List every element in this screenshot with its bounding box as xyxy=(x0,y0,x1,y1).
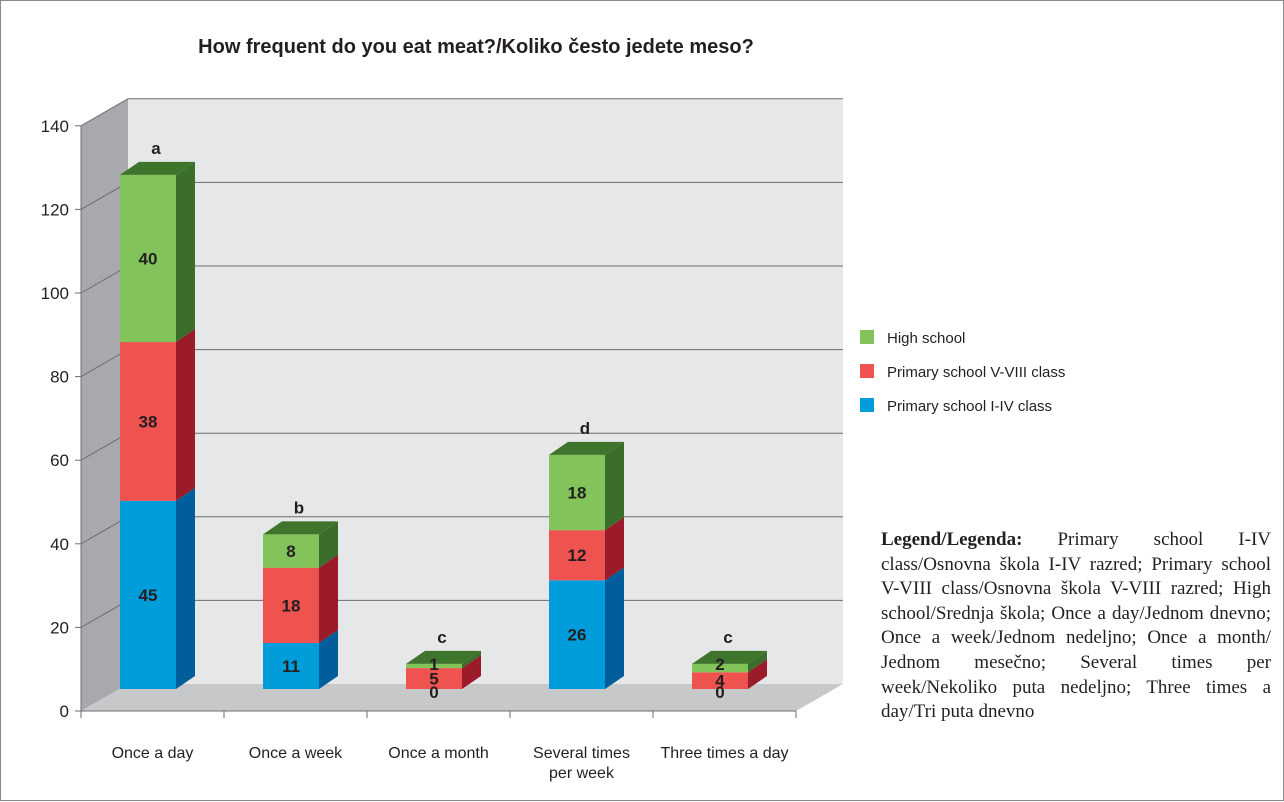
plot-walls xyxy=(81,98,843,712)
bar-front xyxy=(263,643,319,689)
legend-swatch xyxy=(860,398,874,412)
bar-top xyxy=(406,650,481,664)
bar-side xyxy=(605,441,624,531)
bar-top xyxy=(692,650,767,664)
bar-side xyxy=(176,161,195,343)
y-tick-label: 60 xyxy=(50,451,69,470)
data-label: 38 xyxy=(139,412,158,431)
group-letter: c xyxy=(437,628,446,647)
bar-side xyxy=(176,487,195,689)
floor xyxy=(81,684,843,711)
data-label: 5 xyxy=(429,670,438,689)
bar-side xyxy=(319,554,338,644)
bar-front xyxy=(406,668,462,689)
legend-swatch xyxy=(860,364,874,378)
data-label: 8 xyxy=(286,542,295,561)
data-label: 2 xyxy=(715,655,724,674)
bar-side xyxy=(319,630,338,689)
y-tick-label: 40 xyxy=(50,535,69,554)
y-tick-label: 140 xyxy=(41,117,69,136)
bar-side xyxy=(462,650,481,669)
group-letter: b xyxy=(294,498,304,517)
data-label: 0 xyxy=(429,683,438,702)
legend-entry: Primary school V-VIII class xyxy=(887,364,1065,381)
data-label: 1 xyxy=(429,655,438,674)
gridline xyxy=(80,98,843,127)
bar-front xyxy=(692,672,748,689)
bar-side xyxy=(319,521,338,568)
legend-entry: High school xyxy=(887,330,965,347)
bar-front xyxy=(692,663,748,673)
x-tick-label: Three times a day xyxy=(660,745,788,762)
bar-front xyxy=(549,530,605,581)
x-tick-label: Once a month xyxy=(388,745,489,762)
bar-front xyxy=(263,534,319,568)
legend-entry: Primary school I-IV class xyxy=(887,398,1052,415)
chart-title: How frequent do you eat meat?/Koliko čes… xyxy=(198,36,754,58)
bar-front xyxy=(549,580,605,689)
x-tick-label: Once a day xyxy=(112,745,194,762)
data-label: 45 xyxy=(139,586,158,605)
y-tick-label: 120 xyxy=(41,200,69,219)
x-tick-label: per week xyxy=(549,765,615,782)
data-label: 12 xyxy=(568,546,587,565)
data-label: 26 xyxy=(568,626,587,645)
bar-side xyxy=(605,567,624,689)
back-wall xyxy=(128,98,843,685)
bar-side xyxy=(176,329,195,501)
bar-side xyxy=(748,650,767,673)
bar-front xyxy=(549,454,605,531)
data-label: 18 xyxy=(568,484,587,503)
group-letter: a xyxy=(151,139,161,158)
x-tick-label: Several times xyxy=(533,745,630,762)
group-letter: c xyxy=(723,628,732,647)
data-label: 0 xyxy=(715,683,724,702)
legend-note-text: Primary school I-IV class/Osnovna škola … xyxy=(881,529,1271,723)
y-tick-label: 20 xyxy=(50,618,69,637)
bar-top xyxy=(263,521,338,535)
x-tick-label: Once a week xyxy=(249,745,343,762)
bar-top xyxy=(120,161,195,175)
bar-side xyxy=(462,655,481,689)
bar-top xyxy=(549,441,624,455)
legend-swatch xyxy=(860,330,874,344)
bar-front xyxy=(120,174,176,343)
y-tick-label: 0 xyxy=(60,702,69,721)
legend-note-label: Legend/Legenda: xyxy=(881,529,1023,550)
bar-front xyxy=(263,567,319,644)
legend: High school Primary school V-VIII class Pr… xyxy=(860,330,1065,415)
bar-front xyxy=(120,342,176,501)
legend-note: Legend/Legenda: Primary school I-IV clas… xyxy=(881,528,1271,725)
side-wall xyxy=(81,98,128,712)
bar-side xyxy=(605,517,624,581)
data-label: 18 xyxy=(282,596,301,615)
bar-front xyxy=(120,500,176,689)
data-label: 40 xyxy=(139,249,158,268)
group-letter: d xyxy=(580,419,590,438)
bar-front xyxy=(406,663,462,669)
bar-side xyxy=(748,659,767,689)
data-label: 4 xyxy=(715,672,725,691)
y-tick-label: 100 xyxy=(41,284,69,303)
y-tick-label: 80 xyxy=(50,368,69,387)
data-label: 11 xyxy=(282,657,300,676)
bars xyxy=(120,161,767,689)
